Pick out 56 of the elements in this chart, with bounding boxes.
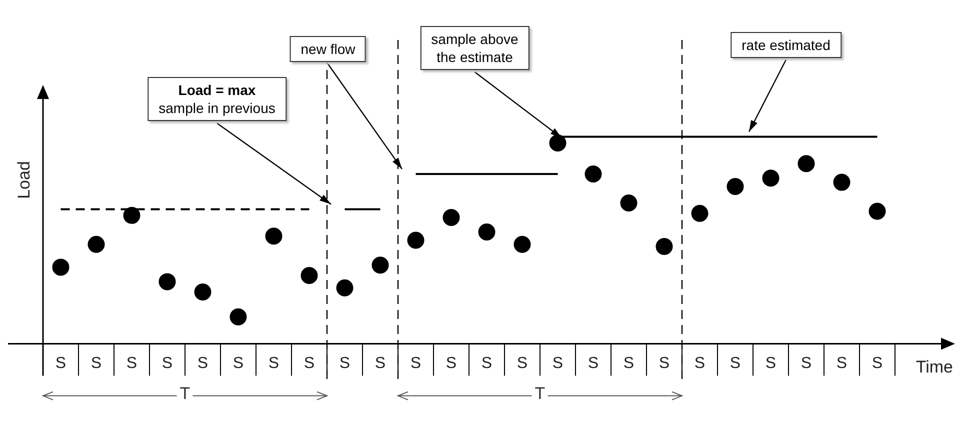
- x-tick-label: S: [162, 354, 173, 372]
- x-tick-label: S: [730, 354, 741, 372]
- x-tick-label: S: [836, 354, 848, 372]
- x-tick-label: S: [232, 354, 244, 372]
- text: new flow: [300, 40, 356, 58]
- text: rate estimated: [742, 36, 830, 54]
- x-tick-label: S: [552, 354, 564, 372]
- x-tick-label: S: [658, 354, 670, 372]
- x-tick-label: S: [90, 354, 102, 372]
- x-tick-label: S: [694, 354, 706, 372]
- point: [620, 194, 638, 212]
- point: [478, 224, 496, 240]
- x-tick-label: S: [446, 354, 457, 372]
- point: [123, 206, 140, 224]
- x-tick-label: S: [197, 354, 208, 372]
- point: [88, 236, 105, 253]
- x-axis-title: Time: [916, 357, 953, 376]
- point: [230, 308, 247, 326]
- point: [442, 209, 460, 226]
- x-tick-label: S: [268, 354, 280, 372]
- x-tick-label: S: [800, 354, 812, 372]
- point: [833, 174, 850, 191]
- x-tick-label: S: [516, 354, 528, 372]
- x-tick-label: S: [410, 354, 422, 372]
- point: [300, 266, 318, 284]
- x-tick-label: S: [623, 354, 634, 372]
- point: [194, 284, 212, 301]
- x-tick-label: S: [872, 354, 883, 372]
- point: [372, 256, 389, 274]
- x-tick-label: S: [374, 354, 386, 372]
- x-tick-label: S: [55, 354, 66, 372]
- x-tick-label: S: [126, 354, 138, 372]
- point: [265, 228, 282, 245]
- x-tick-label: S: [588, 354, 599, 372]
- point: [762, 170, 780, 187]
- point: [868, 202, 886, 220]
- point: [726, 178, 744, 195]
- point: [514, 236, 531, 253]
- point: [158, 273, 176, 290]
- x-tick-label: S: [339, 354, 350, 372]
- point: [336, 279, 354, 296]
- text: sample above the estimate: [431, 30, 518, 66]
- x-tick-label: S: [765, 354, 776, 372]
- x-tick-label: S: [481, 354, 492, 372]
- point: [798, 155, 815, 172]
- x-tick-label: S: [304, 354, 315, 372]
- point: [549, 134, 566, 152]
- y-axis-title: Load: [14, 161, 34, 199]
- point: [691, 204, 708, 222]
- text: T: [176, 384, 194, 403]
- point: [407, 232, 424, 249]
- point: [656, 238, 673, 255]
- text: T: [532, 384, 548, 403]
- point: [52, 258, 70, 276]
- point: [584, 166, 602, 183]
- text: Load = max sample in previous: [158, 81, 276, 118]
